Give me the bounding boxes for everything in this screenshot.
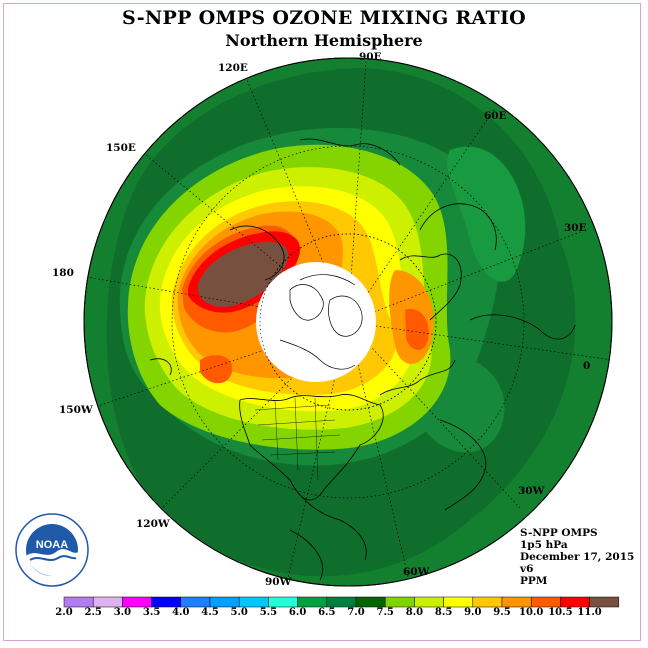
lon-label-120w: 120W <box>136 518 170 530</box>
lon-label-180: 180 <box>52 267 74 279</box>
colorbar-tick-label: 9.0 <box>464 607 482 618</box>
colorbar-tick-label: 7.0 <box>347 607 365 618</box>
colorbar-tick-label: 8.0 <box>405 607 424 618</box>
lon-label-30e: 30E <box>564 222 587 234</box>
colorbar-tick-label: 10.5 <box>548 607 573 618</box>
lon-label-120e: 120E <box>218 62 248 74</box>
contour-10.0-east <box>405 309 429 350</box>
map-title: S-NPP OMPS OZONE MIXING RATIO <box>121 7 527 29</box>
colorbar-tick-label: 5.0 <box>230 607 248 618</box>
arctic-coastlines <box>279 274 363 370</box>
lon-label-60e: 60E <box>484 110 507 122</box>
info-pressure: 1p5 hPa <box>520 539 568 551</box>
info-units: PPM <box>520 575 548 587</box>
us-state-lines <box>254 397 341 481</box>
lon-label-90e: 90E <box>359 51 382 63</box>
map-subtitle: Northern Hemisphere <box>225 31 423 50</box>
colorbar-tick-label: 11.0 <box>577 607 602 618</box>
colorbar-tick-label: 4.0 <box>172 607 190 618</box>
noaa-logo: NOAA <box>15 513 89 587</box>
lon-label-150w: 150W <box>59 404 93 416</box>
info-instrument: S-NPP OMPS <box>520 527 598 539</box>
info-date: December 17, 2015 <box>520 551 635 563</box>
colorbar-tick-label: 4.5 <box>201 607 219 618</box>
colorbar-tick-label: 10.0 <box>519 607 544 618</box>
colorbar-tick-label: 2.0 <box>55 607 73 618</box>
noaa-logo-text: NOAA <box>36 539 68 551</box>
colorbar-tick-label: 3.0 <box>113 607 132 618</box>
colorbar-tick-label: 9.5 <box>493 607 511 618</box>
colorbar-tick-label: 6.5 <box>318 607 336 618</box>
coastlines <box>149 138 576 581</box>
contour-11.0 <box>198 241 289 307</box>
lon-label-30w: 30W <box>518 485 545 497</box>
colorbar-tick-label: 7.5 <box>376 607 394 618</box>
info-version: v6 <box>520 563 534 575</box>
colorbar-tick-label: 8.5 <box>434 607 453 618</box>
product-info: S-NPP OMPS 1p5 hPa December 17, 2015 v6 … <box>520 527 634 587</box>
contour-10.0-small <box>200 355 233 384</box>
colorbar-tick-label: 6.0 <box>288 607 307 618</box>
lon-label-0: 0 <box>583 360 591 372</box>
colorbar-tick-label: 3.5 <box>142 607 161 618</box>
lon-label-150e: 150E <box>106 142 136 154</box>
lon-label-90w: 90W <box>265 576 292 588</box>
colorbar-tick-label: 2.5 <box>84 607 102 618</box>
lon-label-60w: 60W <box>403 566 430 578</box>
polar-night-no-data <box>256 262 376 382</box>
colorbar-tick-label: 5.5 <box>259 607 278 618</box>
